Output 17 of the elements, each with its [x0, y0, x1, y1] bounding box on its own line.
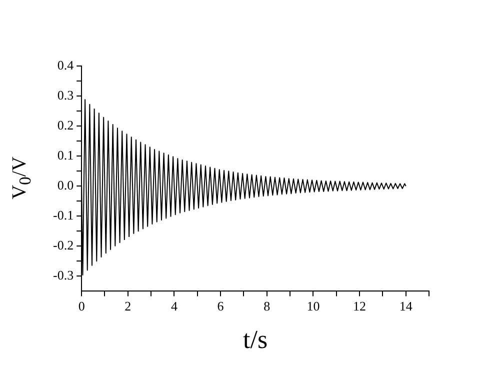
x-axis-title: t/s	[243, 325, 268, 354]
y-tick-label: 0.4	[57, 57, 74, 72]
x-tick-label: 0	[78, 298, 85, 314]
x-tick-label: 2	[124, 298, 132, 314]
x-tick-label: 12	[353, 298, 366, 314]
x-tick-label: 8	[264, 298, 270, 314]
y-tick-label: -0.2	[52, 238, 74, 253]
y-tick-label: 0.1	[57, 148, 74, 162]
x-tick-label: 14	[399, 298, 413, 314]
y-tick-label: -0.1	[52, 208, 74, 223]
y-tick-label: -0.3	[52, 268, 74, 283]
y-tick-label: 0.0	[57, 178, 74, 193]
x-tick-label: 4	[170, 298, 178, 314]
y-tick-label: 0.3	[57, 87, 74, 102]
y-tick-label: 0.2	[57, 117, 74, 132]
x-tick-label: 6	[217, 298, 224, 314]
x-tick-label: 10	[306, 298, 320, 314]
